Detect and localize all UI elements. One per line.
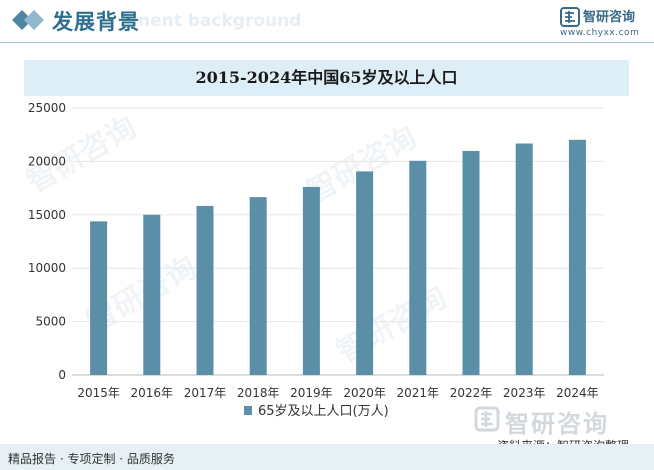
page-header: nent background 发展背景 智研咨询 www.chyxx.com bbox=[0, 0, 654, 46]
bar bbox=[356, 171, 374, 375]
brand-url: www.chyxx.com bbox=[560, 28, 640, 38]
page-title: 发展背景 bbox=[52, 10, 140, 34]
brand-name: 智研咨询 bbox=[583, 10, 636, 25]
bar bbox=[196, 205, 214, 375]
bar bbox=[568, 139, 586, 375]
y-tick-label: 20000 bbox=[28, 154, 66, 168]
bar bbox=[409, 160, 427, 375]
bar bbox=[515, 143, 533, 375]
bar bbox=[90, 221, 108, 375]
x-tick-label: 2020年 bbox=[343, 386, 386, 400]
x-tick-label: 2015年 bbox=[77, 386, 120, 400]
bar bbox=[462, 150, 480, 375]
x-tick-label: 2016年 bbox=[131, 386, 174, 400]
bar bbox=[249, 197, 267, 375]
x-tick-label: 2017年 bbox=[184, 386, 227, 400]
brand-logo-icon bbox=[560, 7, 580, 27]
legend-swatch bbox=[244, 406, 252, 415]
x-tick-label: 2021年 bbox=[397, 386, 440, 400]
y-tick-label: 5000 bbox=[35, 315, 66, 329]
y-tick-label: 25000 bbox=[28, 101, 66, 115]
y-tick-label: 15000 bbox=[28, 208, 66, 222]
footer-watermark-text: 智研咨询 bbox=[505, 410, 609, 438]
x-tick-label: 2019年 bbox=[290, 386, 333, 400]
double-chevron-icon bbox=[12, 10, 44, 30]
legend-label: 65岁及以上人口(万人) bbox=[258, 404, 389, 419]
x-tick-label: 2023年 bbox=[503, 386, 546, 400]
footer-bar: 精品报告 · 专项定制 · 品质服务 bbox=[0, 444, 654, 470]
chart-title: 2015-2024年中国65岁及以上人口 bbox=[195, 68, 458, 87]
chart-title-band: 2015-2024年中国65岁及以上人口 bbox=[24, 60, 629, 96]
header-ghost-text: nent background bbox=[138, 11, 302, 31]
footer-tagline: 精品报告 · 专项定制 · 品质服务 bbox=[8, 452, 175, 466]
x-tick-label: 2022年 bbox=[450, 386, 493, 400]
y-tick-label: 0 bbox=[58, 368, 66, 382]
x-tick-label: 2018年 bbox=[237, 386, 280, 400]
bar bbox=[302, 186, 320, 375]
header-divider bbox=[0, 42, 654, 43]
y-tick-label: 10000 bbox=[28, 261, 66, 275]
footer-logo-icon bbox=[474, 406, 500, 432]
bar bbox=[143, 214, 161, 375]
x-tick-label: 2024年 bbox=[556, 386, 599, 400]
